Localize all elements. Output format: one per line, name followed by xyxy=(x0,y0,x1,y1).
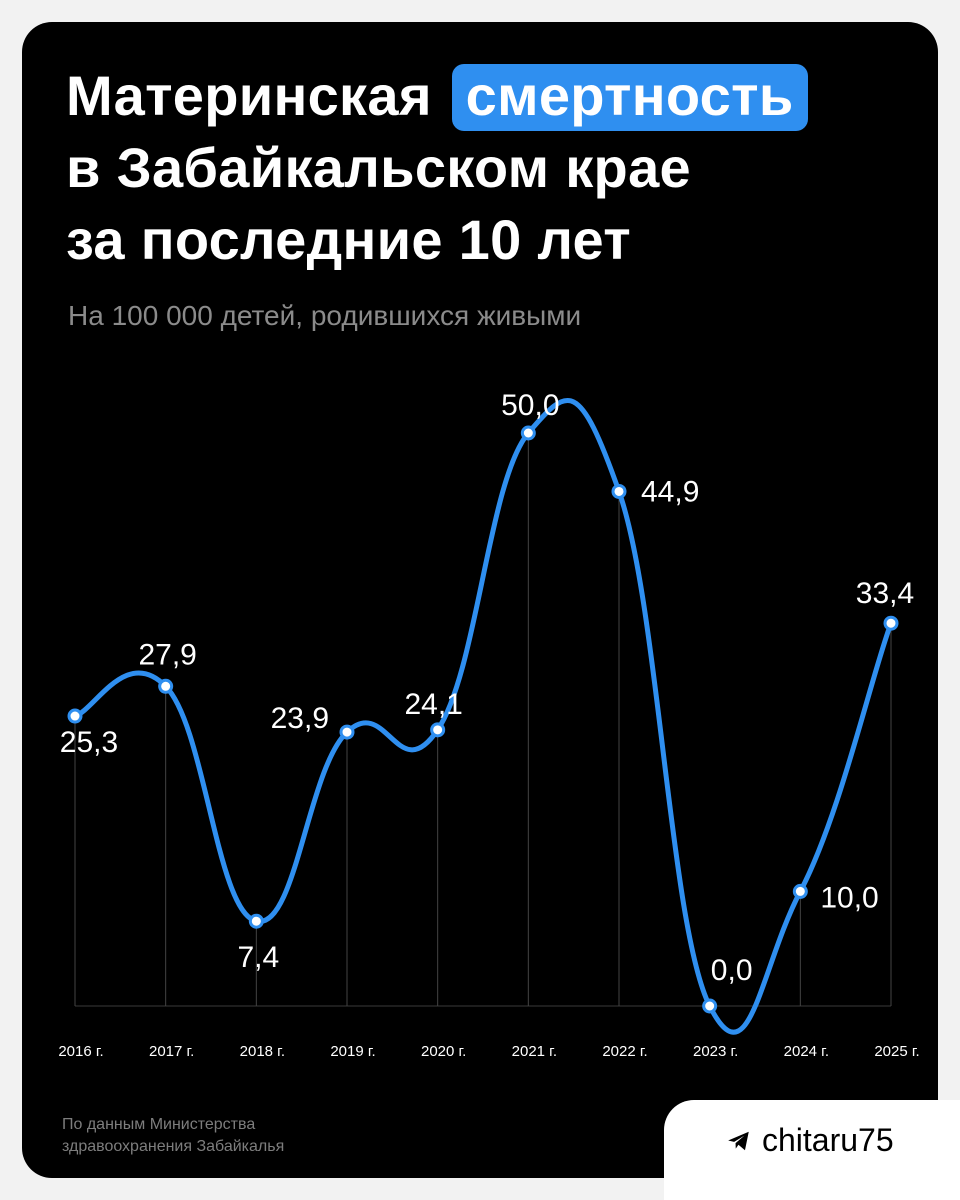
chart-subtitle: На 100 000 детей, родившихся живыми xyxy=(68,300,582,331)
x-tick-label-5: 2021 г. xyxy=(512,1043,557,1060)
data-label-8: 10,0 xyxy=(820,881,878,914)
source-note: По данным Министерства здравоохранения З… xyxy=(62,1114,284,1158)
series-line xyxy=(72,397,894,1035)
data-point-4 xyxy=(430,722,446,738)
x-tick-label-8: 2024 г. xyxy=(784,1043,829,1060)
data-label-4: 24,1 xyxy=(404,688,462,721)
data-label-9: 33,4 xyxy=(856,577,914,610)
brand-badge[interactable]: chitaru75 xyxy=(664,1100,960,1200)
x-tick-label-6: 2022 г. xyxy=(602,1043,647,1060)
title-line-3: за последние 10 лет xyxy=(66,208,631,271)
x-tick-label-4: 2020 г. xyxy=(421,1043,466,1060)
source-line-2: здравоохранения Забайкалья xyxy=(62,1138,285,1155)
data-label-3: 23,9 xyxy=(271,702,329,735)
x-tick-label-1: 2017 г. xyxy=(149,1043,194,1060)
data-label-5: 50,0 xyxy=(501,389,559,422)
data-label-0: 25,3 xyxy=(60,726,118,759)
x-tick-label-0: 2016 г. xyxy=(58,1043,103,1060)
infographic-card: Материнская смертность в Забайкальском к… xyxy=(22,22,938,1178)
data-point-3 xyxy=(339,724,355,740)
data-point-1 xyxy=(158,678,174,694)
title-line-2: в Забайкальском крае xyxy=(66,136,691,199)
data-label-1: 27,9 xyxy=(138,638,196,671)
chart-title: Материнская смертность в Забайкальском к… xyxy=(66,60,926,276)
data-point-6 xyxy=(611,483,627,499)
telegram-icon xyxy=(728,1131,749,1150)
data-point-9 xyxy=(883,615,899,631)
data-label-7: 0,0 xyxy=(711,954,753,987)
x-tick-label-2: 2018 г. xyxy=(240,1043,285,1060)
data-point-8 xyxy=(792,883,808,899)
data-point-7 xyxy=(702,998,718,1014)
source-line-1: По данным Министерства xyxy=(62,1116,256,1133)
title-part-1: Материнская xyxy=(66,64,432,127)
data-point-0 xyxy=(67,708,83,724)
x-tick-label-3: 2019 г. xyxy=(330,1043,375,1060)
data-point-2 xyxy=(248,913,264,929)
x-tick-label-7: 2023 г. xyxy=(693,1043,738,1060)
title-line-1: Материнская смертность xyxy=(66,60,926,132)
brand-name: chitaru75 xyxy=(762,1122,894,1158)
title-highlight: смертность xyxy=(451,64,808,131)
x-tick-label-9: 2025 г. xyxy=(874,1043,919,1060)
data-point-5 xyxy=(520,425,536,441)
data-label-6: 44,9 xyxy=(641,475,699,508)
data-label-2: 7,4 xyxy=(237,941,279,974)
